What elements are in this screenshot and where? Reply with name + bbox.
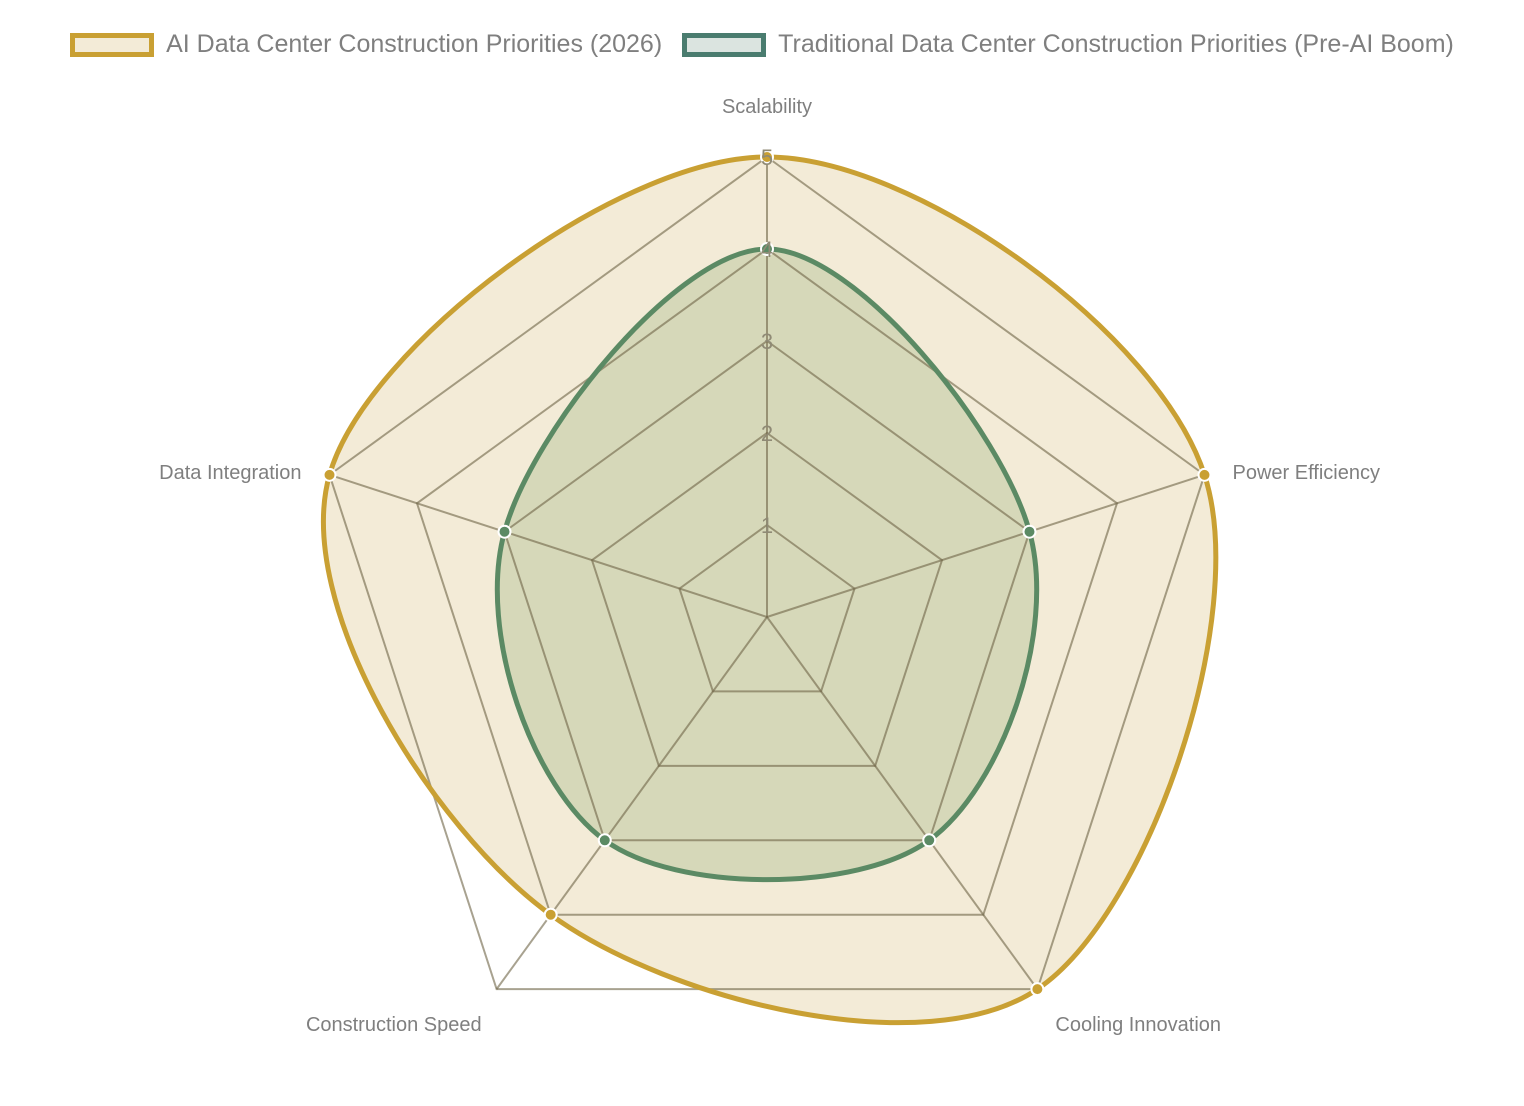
tick-label: 3 — [761, 329, 773, 354]
series-line-1 — [494, 246, 1040, 883]
legend-swatch-traditional — [682, 32, 767, 57]
axis-label-data-integration: Data Integration — [159, 462, 301, 484]
data-point — [597, 833, 612, 848]
legend-swatch-ai — [70, 32, 155, 57]
legend-label-ai: AI Data Center Construction Priorities (… — [166, 30, 663, 58]
axis-label-scalability: Scalability — [722, 96, 812, 118]
data-point — [922, 833, 937, 848]
legend-label-traditional: Traditional Data Center Construction Pri… — [778, 30, 1454, 58]
data-point — [760, 242, 774, 256]
grid-ring-1 — [678, 523, 856, 693]
axis-line — [495, 616, 768, 990]
data-point — [1030, 982, 1045, 997]
tick-label: 1 — [761, 513, 773, 538]
legend: AI Data Center Construction Priorities (… — [0, 30, 1524, 59]
data-point — [1197, 467, 1212, 482]
grid-ring-5 — [328, 155, 1206, 991]
axis-line — [766, 473, 1205, 618]
data-point — [760, 150, 774, 164]
tick-label: 5 — [761, 145, 773, 170]
series-line-0 — [321, 154, 1219, 1026]
grid-ring-4 — [415, 247, 1119, 916]
data-point — [322, 467, 337, 482]
axis-label-cooling-innovation: Cooling Innovation — [1055, 1014, 1221, 1036]
grid-ring-3 — [503, 339, 1031, 842]
tick-label: 4 — [761, 237, 773, 262]
legend-item-traditional[interactable]: Traditional Data Center Construction Pri… — [682, 30, 1454, 59]
data-point — [543, 907, 558, 922]
axis-line — [329, 473, 768, 618]
tick-label: 2 — [761, 421, 773, 446]
axis-line — [766, 616, 1039, 990]
axis-label-power-efficiency: Power Efficiency — [1232, 462, 1379, 484]
legend-item-ai[interactable]: AI Data Center Construction Priorities (… — [70, 30, 662, 59]
axis-label-construction-speed: Construction Speed — [306, 1014, 482, 1036]
grid-ring-2 — [590, 431, 944, 767]
data-point — [1022, 524, 1037, 539]
data-point — [497, 524, 512, 539]
